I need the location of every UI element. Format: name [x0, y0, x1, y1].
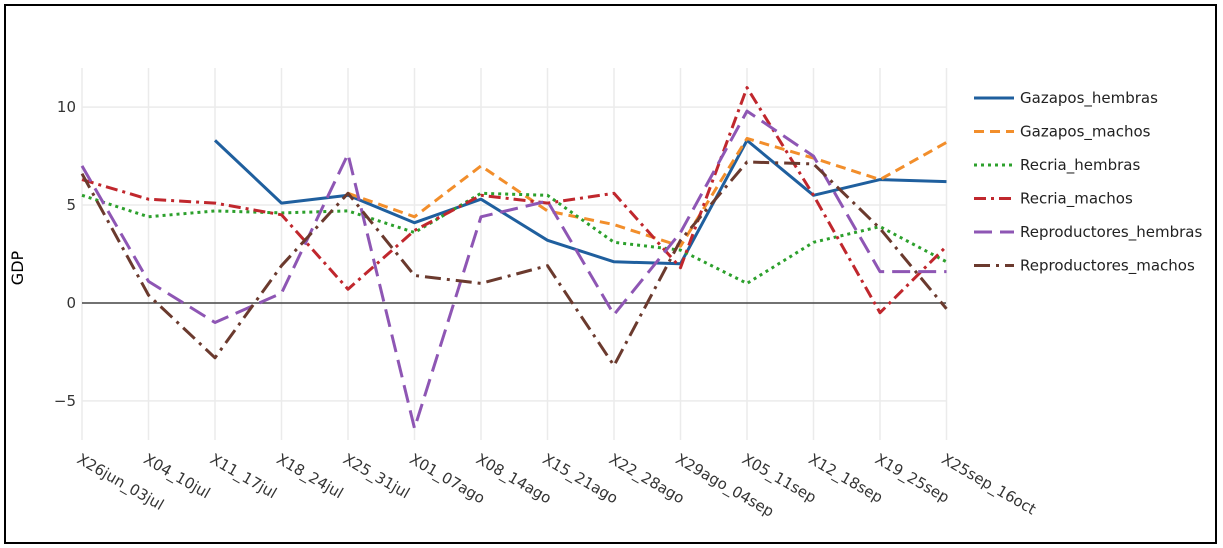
series-line-recria-machos: [81, 86, 948, 315]
y-tick-label: −5: [54, 392, 76, 410]
x-tick-label: X12_18sep: [805, 450, 886, 508]
series-line-recria-hembras: [81, 191, 948, 285]
grid-lines: [81, 68, 948, 440]
series-line-reproductores-machos: [80, 160, 948, 368]
legend-label: Gazapos_hembras: [1020, 89, 1158, 108]
series-lines: [80, 86, 948, 430]
x-tick-labels: X26jun_03julX04_10julX11_17julX18_24julX…: [74, 450, 1040, 522]
legend: Gazapos_hembras Gazapos_machos Recria_hemb…: [974, 89, 1202, 276]
legend-label: Reproductores_hembras: [1020, 223, 1202, 242]
y-tick-label: 5: [66, 196, 76, 214]
series-line-gazapos-hembras: [213, 138, 947, 266]
legend-label: Gazapos_machos: [1020, 123, 1151, 142]
y-tick-label: 0: [66, 294, 76, 312]
x-tick-label: X19_25sep: [872, 450, 953, 508]
x-tick-label: X11_17jul: [207, 450, 280, 503]
series-line-gazapos-machos: [347, 137, 948, 248]
legend-label: Reproductores_machos: [1020, 257, 1195, 276]
x-tick-label: X25sep_16oct: [938, 450, 1039, 519]
legend-label: Recria_machos: [1020, 190, 1133, 209]
y-axis-label: GDP: [8, 250, 27, 285]
x-tick-label: X18_24jul: [273, 450, 346, 503]
y-tick-label: 10: [57, 98, 76, 116]
x-tick-label: X01_07ago: [406, 450, 488, 508]
legend-label: Recria_hembras: [1020, 156, 1140, 175]
y-tick-labels: −5 0 5 10: [54, 98, 76, 410]
x-tick-label: X08_14ago: [473, 450, 555, 508]
series-line-reproductores-hembras: [80, 109, 947, 430]
x-tick-label: X15_21ago: [539, 450, 621, 508]
chart-frame: [4, 4, 1217, 544]
x-tick-label: X22_28ago: [606, 450, 688, 508]
x-tick-label: X25_31jul: [340, 450, 413, 503]
